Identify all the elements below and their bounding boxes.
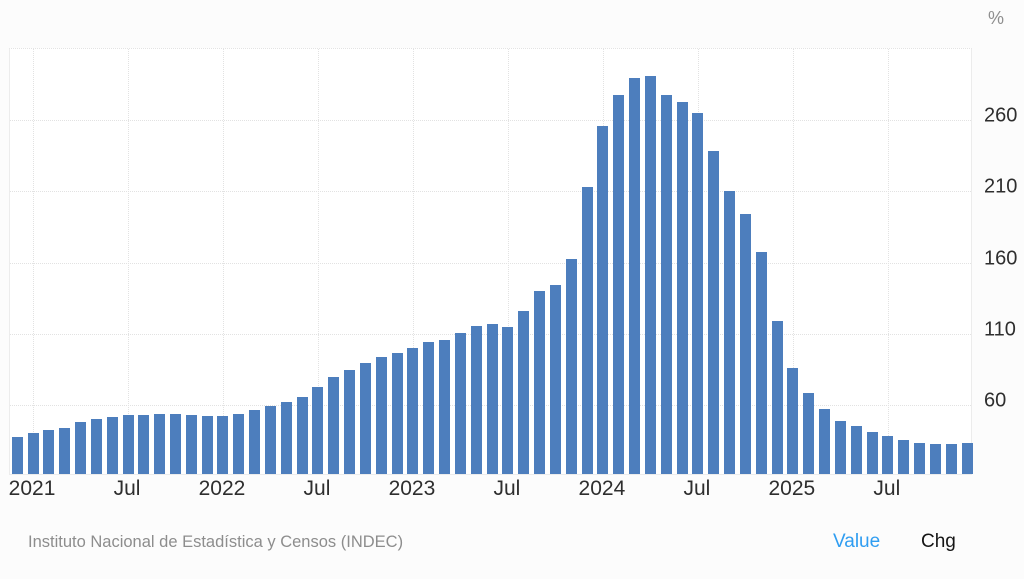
y-axis-unit-label: % bbox=[988, 8, 1005, 28]
x-tick-label: Jul bbox=[113, 477, 141, 500]
vertical-gridline bbox=[33, 49, 35, 474]
bar[interactable] bbox=[344, 370, 356, 474]
bar[interactable] bbox=[834, 420, 846, 474]
bar[interactable] bbox=[407, 347, 419, 474]
bar[interactable] bbox=[11, 436, 23, 474]
bar[interactable] bbox=[629, 78, 641, 474]
bar[interactable] bbox=[660, 94, 672, 474]
bar[interactable] bbox=[375, 356, 387, 474]
bar[interactable] bbox=[296, 397, 308, 474]
bar[interactable] bbox=[423, 342, 435, 474]
bar[interactable] bbox=[328, 376, 340, 474]
x-tick-label: 2024 bbox=[578, 477, 626, 500]
vertical-gridline bbox=[128, 49, 129, 474]
y-tick-label: 110 bbox=[984, 318, 1016, 341]
bar[interactable] bbox=[27, 433, 39, 474]
bar[interactable] bbox=[470, 325, 482, 474]
bar[interactable] bbox=[201, 415, 213, 474]
x-tick-label: Jul bbox=[303, 477, 331, 500]
y-tick-label: 160 bbox=[984, 247, 1018, 269]
bar[interactable] bbox=[755, 251, 767, 474]
bar[interactable] bbox=[359, 362, 371, 474]
bar[interactable] bbox=[486, 323, 498, 474]
bar[interactable] bbox=[581, 187, 593, 474]
horizontal-gridline bbox=[10, 191, 971, 193]
chart-plot-area bbox=[9, 48, 973, 475]
x-tick-label: Jul bbox=[683, 477, 711, 500]
bar[interactable] bbox=[914, 442, 925, 474]
x-tick-label: 2025 bbox=[768, 477, 816, 500]
y-tick-label: 60 bbox=[984, 389, 1007, 412]
bar[interactable] bbox=[898, 440, 910, 474]
bar[interactable] bbox=[391, 353, 403, 474]
bar[interactable] bbox=[106, 416, 118, 474]
bar[interactable] bbox=[692, 113, 704, 474]
bar[interactable] bbox=[771, 320, 783, 474]
x-tick-label: Jul bbox=[493, 477, 521, 500]
bar[interactable] bbox=[312, 387, 324, 474]
bar[interactable] bbox=[280, 401, 292, 474]
bar[interactable] bbox=[439, 339, 451, 474]
bar[interactable] bbox=[613, 95, 625, 474]
bar[interactable] bbox=[534, 291, 546, 474]
bar[interactable] bbox=[43, 430, 55, 474]
chg-tab[interactable]: Chg bbox=[921, 531, 956, 552]
bar[interactable] bbox=[502, 326, 514, 474]
bar[interactable] bbox=[90, 418, 102, 474]
bar[interactable] bbox=[819, 408, 831, 474]
bar[interactable] bbox=[264, 405, 276, 474]
bar[interactable] bbox=[787, 367, 799, 474]
bar[interactable] bbox=[739, 213, 751, 474]
value-tab[interactable]: Value bbox=[833, 531, 881, 552]
bar[interactable] bbox=[945, 443, 957, 474]
x-tick-label: 2021 bbox=[8, 477, 56, 500]
horizontal-gridline bbox=[10, 120, 971, 122]
bar[interactable] bbox=[549, 285, 561, 474]
horizontal-gridline bbox=[10, 262, 971, 264]
bar[interactable] bbox=[597, 126, 609, 474]
bar[interactable] bbox=[724, 190, 736, 474]
bar[interactable] bbox=[850, 426, 862, 474]
bar[interactable] bbox=[138, 415, 150, 474]
bar[interactable] bbox=[185, 415, 197, 474]
x-tick-label: 2022 bbox=[198, 477, 246, 500]
bar[interactable] bbox=[565, 259, 577, 474]
bar[interactable] bbox=[233, 413, 245, 474]
source-attribution: Instituto Nacional de Estadística y Cens… bbox=[28, 533, 404, 551]
vertical-gridline bbox=[887, 49, 889, 474]
bar[interactable] bbox=[454, 333, 466, 474]
bar[interactable] bbox=[170, 414, 181, 474]
bar[interactable] bbox=[75, 422, 87, 474]
vertical-gridline bbox=[222, 49, 224, 474]
x-tick-label: 2023 bbox=[388, 477, 436, 500]
bar[interactable] bbox=[676, 101, 688, 474]
bar[interactable] bbox=[154, 413, 166, 474]
bar[interactable] bbox=[961, 442, 973, 474]
x-tick-label: Jul bbox=[873, 477, 901, 500]
bar[interactable] bbox=[217, 416, 229, 474]
bar[interactable] bbox=[59, 427, 71, 474]
bar[interactable] bbox=[249, 409, 261, 474]
bar[interactable] bbox=[122, 414, 134, 474]
bar[interactable] bbox=[882, 436, 894, 474]
bar[interactable] bbox=[708, 151, 720, 474]
bar[interactable] bbox=[866, 432, 878, 474]
y-tick-label: 260 bbox=[984, 104, 1018, 127]
bar[interactable] bbox=[644, 76, 656, 474]
bar[interactable] bbox=[929, 443, 941, 474]
bar[interactable] bbox=[803, 393, 815, 474]
bar[interactable] bbox=[518, 311, 530, 474]
y-tick-label: 210 bbox=[984, 175, 1018, 198]
